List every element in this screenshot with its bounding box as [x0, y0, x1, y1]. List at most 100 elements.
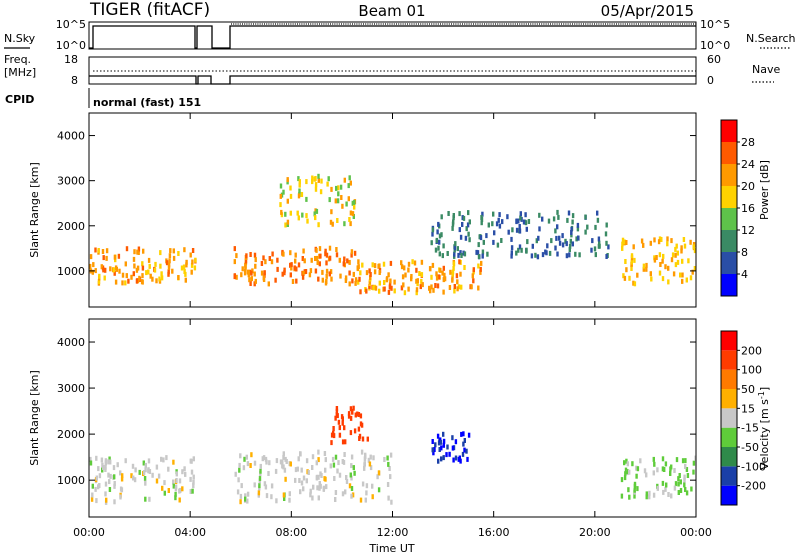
heatmap-cell-velLayer-1-103 — [258, 475, 262, 481]
heatmap-cell-powLayer-3-64 — [477, 285, 480, 291]
heatmap-cell-powLayer-4-74 — [594, 224, 597, 230]
heatmap-cell-powLayer-4-175 — [526, 239, 529, 245]
heatmap-cell-powLayer-4-41 — [491, 221, 494, 227]
heatmap-cell-powLayer-3-72 — [477, 263, 480, 269]
heatmap-cell-velLayer-1-68 — [386, 455, 389, 461]
heatmap-cell-powLayer-4-26 — [554, 228, 557, 234]
heatmap-cell-powLayer-1-27 — [321, 269, 324, 275]
heatmap-cell-powLayer-4-145 — [437, 221, 440, 227]
heatmap-cell-velLayer-1-23 — [387, 495, 390, 501]
heatmap-cell-velLayer-2-14 — [347, 413, 351, 419]
heatmap-cell-powLayer-4-168 — [480, 215, 483, 220]
heatmap-cell-velLayer-1-63 — [352, 465, 355, 471]
heatmap-cell-velLayer-1-85 — [318, 485, 321, 491]
heatmap-cell-velLayer-1-71 — [317, 474, 320, 480]
heatmap-cell-velLayer-1-155 — [300, 480, 304, 486]
colorbar-label-powCbar-4: 20 — [741, 180, 755, 193]
power-colorbar-label: Power [dB] — [758, 160, 771, 220]
heatmap-cell-velLayer-0-70 — [107, 459, 110, 465]
heatmap-cell-velLayer-1-4 — [361, 481, 365, 487]
heatmap-cell-powLayer-4-142 — [461, 222, 464, 227]
heatmap-cell-powLayer-4-50 — [515, 219, 518, 225]
heatmap-cell-powLayer-3-83 — [441, 270, 444, 276]
radar-title: TIGER (fitACF) — [89, 0, 210, 20]
heatmap-cell-powLayer-5-63 — [649, 240, 652, 246]
heatmap-cell-powLayer-5-61 — [649, 271, 652, 277]
heatmap-cell-powLayer-4-98 — [437, 245, 440, 251]
heatmap-cell-velLayer-3-18 — [431, 447, 434, 453]
heatmap-cell-powLayer-3-58 — [359, 289, 362, 295]
heatmap-cell-velLayer-1-32 — [319, 483, 322, 489]
heatmap-cell-velLayer-2-32 — [347, 411, 351, 417]
heatmap-cell-powLayer-0-106 — [149, 273, 152, 279]
heatmap-cell-powLayer-0-61 — [147, 257, 151, 263]
heatmap-cell-powLayer-2-14 — [314, 186, 318, 192]
heatmap-cell-powLayer-4-158 — [605, 222, 608, 228]
heatmap-cell-powLayer-1-118 — [294, 252, 297, 258]
heatmap-cell-velLayer-3-23 — [461, 451, 465, 457]
heatmap-cell-powLayer-3-113 — [420, 272, 424, 278]
heatmap-cell-powLayer-4-132 — [597, 236, 601, 242]
heatmap-cell-powLayer-4-135 — [541, 252, 545, 258]
heatmap-cell-velLayer-4-36 — [679, 488, 683, 493]
heatmap-cell-velLayer-0-25 — [172, 479, 175, 485]
heatmap-cell-powLayer-2-3 — [279, 183, 283, 189]
heatmap-cell-powLayer-4-14 — [485, 233, 488, 239]
heatmap-cell-velLayer-1-30 — [275, 498, 278, 504]
heatmap-cell-powLayer-2-32 — [286, 177, 289, 183]
heatmap-cell-powLayer-1-102 — [339, 273, 342, 279]
heatmap-cell-powLayer-3-102 — [458, 259, 461, 265]
heatmap-cell-velLayer-1-53 — [323, 451, 327, 456]
heatmap-cell-powLayer-4-112 — [453, 251, 456, 257]
heatmap-cell-powLayer-0-65 — [194, 257, 197, 263]
heatmap-cell-powLayer-4-87 — [462, 250, 465, 256]
heatmap-cell-velLayer-2-26 — [351, 408, 354, 414]
heatmap-cell-velLayer-1-41 — [261, 456, 264, 462]
heatmap-cell-powLayer-5-76 — [657, 239, 661, 245]
heatmap-cell-velLayer-1-72 — [311, 495, 314, 501]
heatmap-cell-powLayer-3-57 — [403, 290, 407, 296]
heatmap-cell-velLayer-4-15 — [635, 465, 638, 471]
heatmap-cell-velLayer-0-31 — [142, 460, 145, 466]
power-panel-frame — [88, 112, 697, 308]
heatmap-cell-velLayer-0-49 — [107, 472, 110, 478]
heatmap-cell-powLayer-2-2 — [352, 214, 355, 219]
heatmap-cell-powLayer-1-39 — [233, 246, 236, 252]
heatmap-cell-powLayer-3-111 — [435, 275, 439, 281]
heatmap-cell-powLayer-1-81 — [276, 257, 279, 263]
heatmap-cell-velLayer-1-162 — [246, 498, 249, 504]
heatmap-cell-powLayer-3-96 — [407, 267, 410, 273]
heatmap-cell-powLayer-0-35 — [105, 255, 108, 261]
heatmap-cell-powLayer-4-164 — [558, 240, 562, 246]
heatmap-cell-powLayer-5-32 — [633, 281, 637, 287]
heatmap-cell-powLayer-4-5 — [593, 246, 597, 252]
heatmap-cell-velLayer-0-2 — [143, 476, 147, 481]
heatmap-cell-powLayer-2-63 — [320, 178, 323, 184]
heatmap-cell-velLayer-2-5 — [356, 411, 359, 417]
heatmap-cell-velLayer-4-66 — [652, 470, 655, 476]
nsky-tick-top: 10^5 — [56, 18, 86, 31]
heatmap-cell-velLayer-4-30 — [620, 493, 624, 499]
heatmap-cell-velLayer-1-39 — [263, 481, 267, 487]
heatmap-cell-powLayer-5-29 — [680, 248, 683, 254]
heatmap-cell-powLayer-4-65 — [481, 249, 485, 255]
heatmap-cell-powLayer-0-11 — [193, 265, 197, 271]
heatmap-cell-velLayer-2-1 — [338, 425, 341, 431]
heatmap-cell-velLayer-1-45 — [305, 458, 309, 464]
heatmap-cell-velLayer-0-28 — [131, 463, 135, 469]
heatmap-cell-velLayer-1-138 — [236, 489, 240, 495]
heatmap-cell-powLayer-4-107 — [605, 240, 608, 246]
heatmap-cell-velLayer-0-33 — [119, 470, 122, 476]
heatmap-cell-velLayer-1-113 — [315, 475, 319, 481]
power-colorbar: 4 8 12 16 20 24 28 — [720, 119, 755, 297]
heatmap-cell-powLayer-4-1 — [434, 247, 438, 253]
heatmap-cell-powLayer-4-113 — [462, 215, 466, 221]
heatmap-cell-powLayer-0-92 — [191, 259, 194, 265]
heatmap-cell-velLayer-1-36 — [297, 456, 300, 462]
heatmap-cell-powLayer-0-36 — [159, 250, 162, 256]
heatmap-cell-powLayer-4-161 — [561, 242, 565, 248]
colorbar-segment-velCbar-3 — [721, 427, 737, 447]
heatmap-cell-powLayer-0-12 — [147, 269, 150, 275]
heatmap-cell-velLayer-1-137 — [386, 482, 390, 487]
heatmap-cell-velLayer-0-102 — [119, 494, 122, 500]
